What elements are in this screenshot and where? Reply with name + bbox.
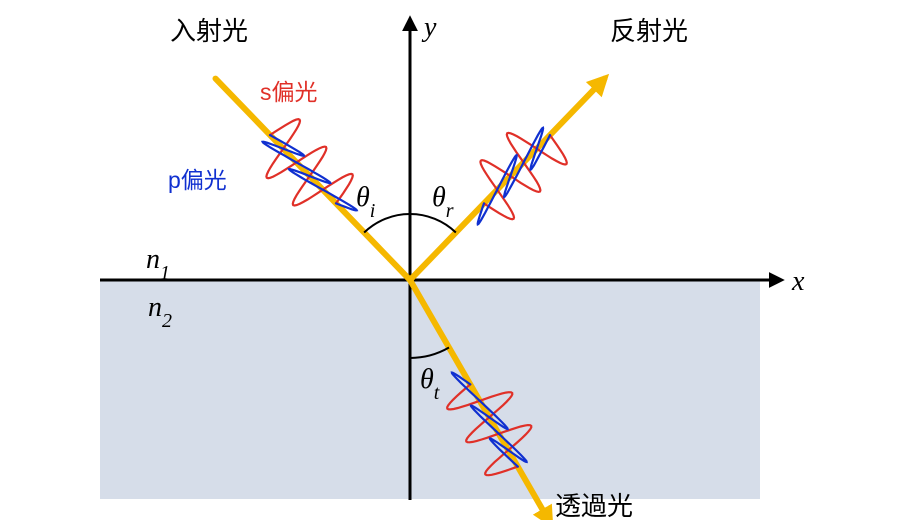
incident-label: 入射光	[170, 16, 248, 46]
p-pol-label: p偏光	[168, 167, 227, 193]
y-axis-label: y	[421, 12, 437, 43]
reflected-s-wave	[480, 133, 566, 219]
reflected-label: 反射光	[610, 16, 688, 46]
s-pol-label: s偏光	[260, 79, 318, 105]
transmitted-label: 透過光	[555, 491, 633, 520]
reflected-ray	[410, 79, 605, 280]
fresnel-diagram: 入射光反射光透過光s偏光p偏光yxn1n2θiθrθt	[0, 0, 900, 520]
x-axis-label: x	[791, 266, 805, 297]
incident-ray	[215, 79, 410, 280]
n1-label: n1	[146, 244, 170, 284]
theta-i-label: θi	[356, 182, 375, 222]
incident-s-wave	[266, 119, 352, 205]
theta-r-label: θr	[432, 182, 454, 222]
